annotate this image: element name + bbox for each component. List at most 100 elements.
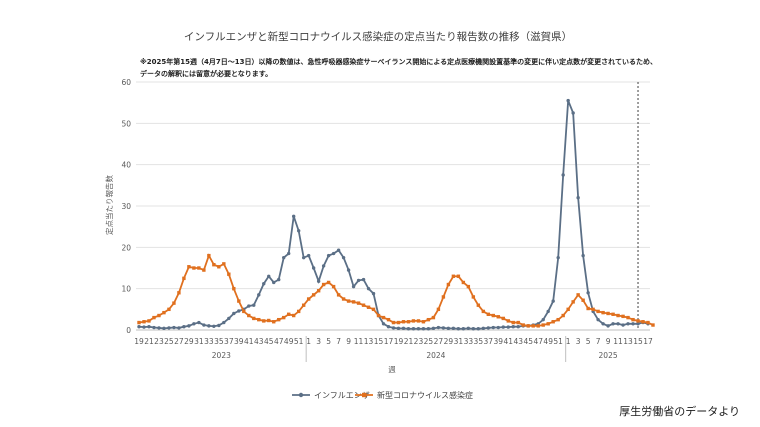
x-tick-label: 47	[533, 337, 543, 346]
data-point	[217, 323, 221, 328]
data-point	[287, 312, 291, 316]
data-point	[386, 324, 391, 329]
legend: インフルエンザ 新型コロナウイルス感染症	[292, 390, 473, 400]
data-point	[172, 301, 176, 305]
data-point	[182, 324, 186, 329]
x-axis-title: 週	[388, 365, 396, 374]
x-tick-label: 51	[294, 337, 304, 346]
chart-note-line-1: ※2025年第15週（4月7日～13日）以降の数値は、急性呼吸器感染症サーベイラ…	[140, 57, 657, 66]
data-point	[142, 320, 146, 324]
data-point	[606, 324, 610, 328]
data-point	[371, 307, 376, 312]
legend-label: インフルエンザ	[314, 391, 370, 400]
x-tick-label: 29	[444, 337, 454, 346]
x-tick-label: 7	[336, 337, 341, 346]
data-point	[541, 323, 545, 327]
data-point	[636, 319, 640, 323]
gridlines	[136, 81, 650, 331]
data-point	[137, 320, 141, 325]
data-point	[197, 266, 201, 270]
year-label: 2024	[426, 351, 445, 360]
data-point	[446, 326, 451, 331]
data-point	[277, 277, 281, 282]
x-tick-label: 43	[513, 337, 523, 346]
data-point	[506, 319, 510, 323]
data-point	[252, 316, 256, 321]
series-line	[138, 253, 654, 327]
data-point	[192, 322, 196, 326]
data-point	[187, 265, 191, 269]
data-point	[476, 303, 481, 307]
x-tick-label: 13	[623, 337, 633, 346]
data-point	[481, 309, 486, 314]
data-point	[277, 317, 281, 322]
data-point	[296, 229, 301, 233]
data-point	[152, 325, 156, 330]
data-point	[351, 284, 356, 289]
data-point	[326, 253, 331, 258]
x-tick-label: 25	[164, 337, 174, 346]
data-point	[511, 320, 515, 325]
data-point	[426, 317, 431, 322]
data-point	[147, 319, 151, 323]
data-point	[331, 251, 336, 256]
data-point	[381, 315, 386, 320]
data-point	[202, 323, 206, 327]
data-point	[431, 315, 436, 320]
data-point	[177, 326, 181, 330]
data-point	[331, 284, 336, 289]
y-tick-label: 40	[121, 161, 131, 170]
data-point	[311, 293, 316, 297]
data-point	[476, 327, 481, 331]
x-tick-label: 25	[424, 337, 434, 346]
x-tick-label: 15	[633, 337, 643, 346]
data-point	[626, 322, 630, 326]
data-point	[222, 320, 226, 325]
data-point	[446, 282, 451, 287]
x-tick-label: 21	[404, 337, 414, 346]
data-point	[222, 262, 226, 266]
legend-label: 新型コロナウイルス感染症	[377, 390, 473, 400]
data-point	[511, 324, 515, 329]
data-point	[486, 312, 491, 316]
data-point	[501, 325, 505, 329]
x-tick-label: 19	[394, 337, 404, 346]
data-point	[481, 326, 486, 331]
data-point	[551, 320, 555, 324]
data-point	[346, 299, 351, 303]
data-point	[202, 268, 206, 272]
year-label: 2025	[599, 351, 618, 360]
data-point	[576, 196, 580, 200]
data-point	[172, 325, 176, 330]
data-point	[287, 251, 291, 256]
data-point	[611, 322, 615, 326]
x-tick-label: 49	[543, 337, 553, 346]
data-point	[197, 320, 201, 325]
x-tick-label: 3	[576, 337, 581, 346]
data-point	[451, 274, 456, 278]
x-tick-label: 27	[434, 337, 444, 346]
data-point	[471, 295, 476, 299]
data-point	[192, 266, 196, 270]
data-point	[366, 286, 371, 291]
data-point	[401, 320, 406, 324]
data-point	[641, 320, 645, 324]
x-tick-label: 1	[306, 337, 311, 346]
data-point	[291, 214, 296, 219]
x-tick-label: 13	[364, 337, 374, 346]
data-point	[576, 293, 580, 297]
data-point	[207, 324, 211, 328]
x-tick-label: 19	[134, 337, 144, 346]
chart-title: インフルエンザと新型コロナウイルス感染症の定点当たり報告数の推移（滋賀県）	[184, 30, 572, 43]
x-tick-label: 35	[474, 337, 484, 346]
y-axis-title: 定点当たり報告数	[104, 175, 114, 235]
data-point	[152, 315, 156, 320]
data-point	[506, 325, 510, 329]
data-point	[356, 301, 361, 305]
data-point	[177, 291, 181, 295]
data-point	[496, 325, 500, 330]
data-point	[621, 323, 625, 327]
x-tick-label: 1	[566, 337, 571, 346]
series-line	[138, 100, 649, 330]
